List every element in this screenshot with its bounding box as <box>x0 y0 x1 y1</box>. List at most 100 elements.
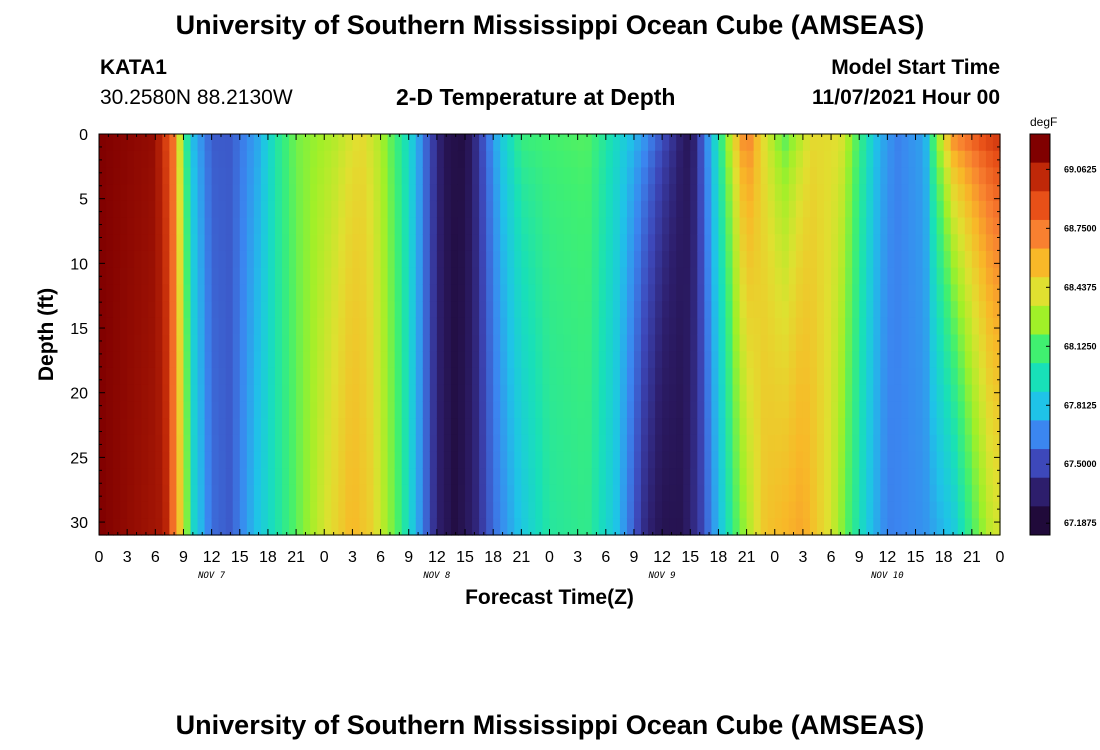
heatmap-cell <box>232 451 241 469</box>
heatmap-cell <box>387 234 396 252</box>
heatmap-cell <box>725 518 734 536</box>
heatmap-cell <box>317 167 325 185</box>
heatmap-cell <box>802 184 811 202</box>
heatmap-cell <box>127 150 135 169</box>
heatmap-cell <box>943 150 952 169</box>
heatmap-cell <box>739 250 748 269</box>
heatmap-cell <box>134 451 142 469</box>
heatmap-cell <box>767 284 776 302</box>
heatmap-cell <box>577 234 586 252</box>
heatmap-cell <box>443 167 452 185</box>
heatmap-cell <box>267 434 276 453</box>
heatmap-cell <box>260 267 269 285</box>
heatmap-cell <box>486 384 494 402</box>
heatmap-cell <box>901 234 910 252</box>
heatmap-cell <box>859 234 867 252</box>
heatmap-cell <box>760 301 769 319</box>
heatmap-cell <box>866 284 874 302</box>
heatmap-cell <box>852 217 860 235</box>
heatmap-cell <box>577 217 586 235</box>
heatmap-cell <box>556 468 565 486</box>
heatmap-cell <box>141 401 149 419</box>
heatmap-cell <box>429 367 438 386</box>
heatmap-cell <box>190 451 199 469</box>
heatmap-cell <box>725 401 734 419</box>
heatmap-cell <box>711 284 720 302</box>
heatmap-cell <box>120 501 128 519</box>
heatmap-cell <box>486 184 494 202</box>
heatmap-cell <box>824 367 832 386</box>
heatmap-cell <box>239 301 248 319</box>
heatmap-cell <box>648 401 656 419</box>
heatmap-cell <box>859 317 867 336</box>
heatmap-cell <box>633 351 642 369</box>
heatmap-cell <box>127 284 135 302</box>
heatmap-cell <box>774 518 783 536</box>
heatmap-cell <box>450 167 459 185</box>
heatmap-cell <box>535 351 544 369</box>
heatmap-cell <box>331 468 339 486</box>
heatmap-cell <box>753 167 762 185</box>
heatmap-cell <box>971 518 980 536</box>
heatmap-cell <box>619 250 628 269</box>
heatmap-cell <box>141 150 149 169</box>
heatmap-cell <box>683 317 691 336</box>
heatmap-cell <box>563 434 572 453</box>
heatmap-cell <box>190 184 199 202</box>
heatmap-cell <box>788 284 797 302</box>
heatmap-cell <box>345 484 354 503</box>
heatmap-cell <box>676 401 684 419</box>
heatmap-cell <box>655 484 663 503</box>
heatmap-cell <box>528 451 537 469</box>
heatmap-cell <box>690 250 698 269</box>
heatmap-cell <box>479 351 487 369</box>
heatmap-cell <box>225 134 234 152</box>
heatmap-cell <box>549 184 558 202</box>
heatmap-cell <box>450 284 459 302</box>
heatmap-cell <box>260 418 269 436</box>
heatmap-cell <box>338 334 346 352</box>
heatmap-cell <box>387 267 396 285</box>
heatmap-cell <box>472 401 480 419</box>
heatmap-cell <box>584 351 593 369</box>
heatmap-cell <box>267 451 276 469</box>
heatmap-cell <box>971 184 980 202</box>
heatmap-cell <box>373 351 382 369</box>
heatmap-cell <box>809 301 818 319</box>
heatmap-cell <box>387 217 396 235</box>
heatmap-cell <box>655 200 663 219</box>
heatmap-cell <box>457 451 466 469</box>
heatmap-cell <box>183 518 192 536</box>
heatmap-cell <box>577 451 586 469</box>
heatmap-cell <box>239 284 248 302</box>
heatmap-cell <box>134 150 142 169</box>
heatmap-cell <box>324 401 332 419</box>
heatmap-cell <box>866 384 874 402</box>
heatmap-cell <box>781 401 790 419</box>
heatmap-cell <box>753 434 762 453</box>
heatmap-cell <box>415 317 424 336</box>
heatmap-cell <box>359 418 368 436</box>
heatmap-cell <box>246 250 255 269</box>
heatmap-cell <box>739 301 748 319</box>
heatmap-cell <box>852 384 860 402</box>
heatmap-cell <box>274 501 283 519</box>
heatmap-cell <box>148 150 156 169</box>
heatmap-cell <box>218 250 227 269</box>
heatmap-cell <box>366 351 375 369</box>
heatmap-cell <box>225 484 234 503</box>
heatmap-cell <box>162 351 170 369</box>
heatmap-cell <box>465 200 473 219</box>
heatmap-cell <box>929 184 938 202</box>
heatmap-cell <box>626 484 635 503</box>
heatmap-cell <box>289 167 297 185</box>
heatmap-cell <box>113 184 121 202</box>
heatmap-cell <box>457 150 466 169</box>
heatmap-cell <box>563 301 572 319</box>
heatmap-cell <box>971 401 980 419</box>
heatmap-cell <box>99 484 107 503</box>
heatmap-cell <box>612 234 621 252</box>
heatmap-cell <box>711 468 720 486</box>
heatmap-cell <box>486 167 494 185</box>
colorbar-cell <box>1030 248 1050 278</box>
